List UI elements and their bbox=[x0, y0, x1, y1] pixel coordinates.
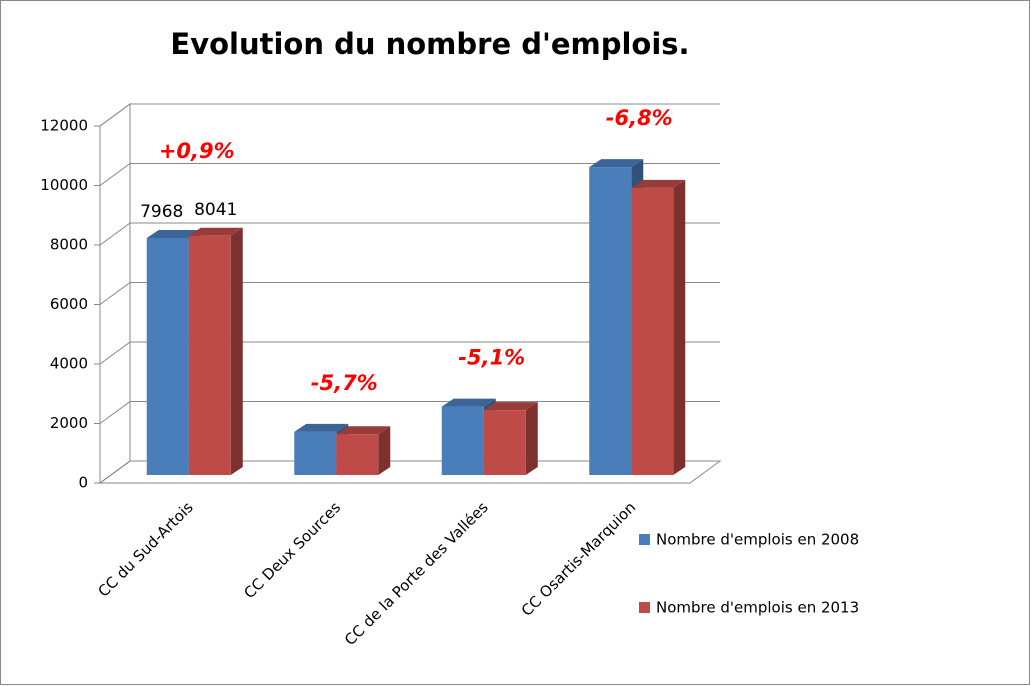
legend-swatch bbox=[639, 534, 650, 545]
change-label: -5,7% bbox=[311, 371, 378, 395]
value-label: 8041 bbox=[194, 200, 237, 220]
y-tick-label: 4000 bbox=[50, 355, 88, 373]
bar bbox=[188, 227, 243, 475]
bar-top bbox=[631, 179, 686, 188]
bar-front bbox=[294, 431, 337, 475]
grid-line bbox=[99, 282, 720, 305]
bar-top bbox=[441, 398, 496, 407]
y-tick-label: 0 bbox=[78, 474, 88, 492]
change-label: -5,1% bbox=[458, 346, 525, 370]
bar bbox=[483, 402, 538, 475]
bar-front bbox=[188, 235, 231, 475]
bar-side bbox=[673, 179, 686, 475]
bar bbox=[631, 179, 686, 475]
bar-front bbox=[483, 410, 526, 475]
y-tick-label: 12000 bbox=[40, 117, 88, 135]
legend-label: Nombre d'emplois en 2013 bbox=[656, 599, 859, 617]
value-label: 7968 bbox=[140, 202, 183, 222]
grid-line bbox=[99, 401, 720, 424]
bar-top bbox=[294, 423, 349, 432]
bar-front bbox=[631, 187, 674, 475]
legend-swatch bbox=[639, 602, 650, 613]
grid-line bbox=[99, 103, 720, 127]
bar-top bbox=[336, 426, 391, 435]
y-tick-label: 6000 bbox=[50, 295, 88, 313]
bar-front bbox=[336, 434, 379, 475]
bar-side bbox=[378, 426, 391, 475]
bar-top bbox=[146, 229, 201, 238]
bar-side bbox=[230, 227, 243, 475]
chart-title: Evolution du nombre d'emplois. bbox=[170, 27, 689, 61]
bar-top bbox=[589, 159, 644, 168]
change-label: +0,9% bbox=[159, 139, 235, 163]
grid-line bbox=[99, 163, 720, 186]
bar-front bbox=[589, 167, 632, 475]
bar-front bbox=[146, 237, 189, 475]
y-tick-label: 10000 bbox=[40, 176, 88, 194]
grid-line bbox=[99, 222, 720, 246]
grid-line bbox=[99, 341, 720, 365]
bar bbox=[336, 426, 391, 475]
bar-side bbox=[525, 402, 538, 475]
bar-top bbox=[188, 227, 243, 236]
legend-label: Nombre d'emplois en 2008 bbox=[656, 531, 859, 549]
y-tick-label: 2000 bbox=[50, 414, 88, 432]
bar-front bbox=[441, 406, 484, 475]
y-tick-label: 8000 bbox=[50, 236, 88, 254]
bar-top bbox=[483, 402, 538, 411]
change-label: -6,8% bbox=[606, 106, 673, 130]
